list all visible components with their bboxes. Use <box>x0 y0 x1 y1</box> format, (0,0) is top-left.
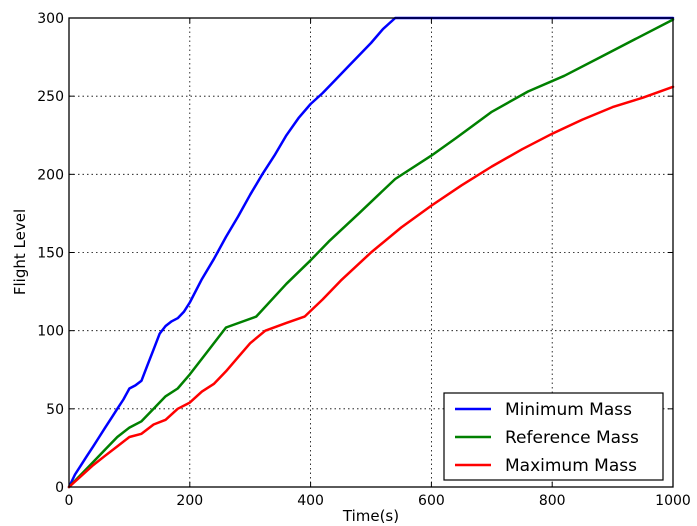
y-tick-label: 200 <box>37 167 64 183</box>
legend-label-reference-mass: Reference Mass <box>505 428 639 448</box>
x-axis-label: Time(s) <box>342 507 399 525</box>
x-tick-label: 400 <box>297 493 324 509</box>
series-line-minimum-mass <box>67 16 675 489</box>
series-lines <box>67 16 675 489</box>
x-tick-label: 600 <box>418 493 445 509</box>
x-tick-labels: 0 200 400 600 800 1000 <box>65 493 691 509</box>
x-tick-label: 0 <box>65 493 74 509</box>
legend-label-minimum-mass: Minimum Mass <box>505 400 632 420</box>
axis-ticks <box>68 17 674 488</box>
y-tick-label: 100 <box>37 324 64 340</box>
x-tick-label: 1000 <box>655 493 691 509</box>
y-tick-label: 300 <box>37 11 64 27</box>
x-tick-label: 800 <box>539 493 566 509</box>
legend: Minimum Mass Reference Mass Maximum Mass <box>443 392 664 481</box>
y-tick-label: 50 <box>46 402 64 418</box>
y-tick-labels: 0 50 100 150 200 250 300 <box>37 11 64 496</box>
legend-label-maximum-mass: Maximum Mass <box>505 456 637 476</box>
y-tick-label: 250 <box>37 89 64 105</box>
y-axis-label: Flight Level <box>11 209 29 295</box>
y-tick-label: 150 <box>37 246 64 262</box>
y-tick-label: 0 <box>55 480 64 496</box>
x-tick-label: 200 <box>176 493 203 509</box>
series-line-maximum-mass <box>67 85 675 489</box>
series-line-reference-mass <box>67 18 675 489</box>
